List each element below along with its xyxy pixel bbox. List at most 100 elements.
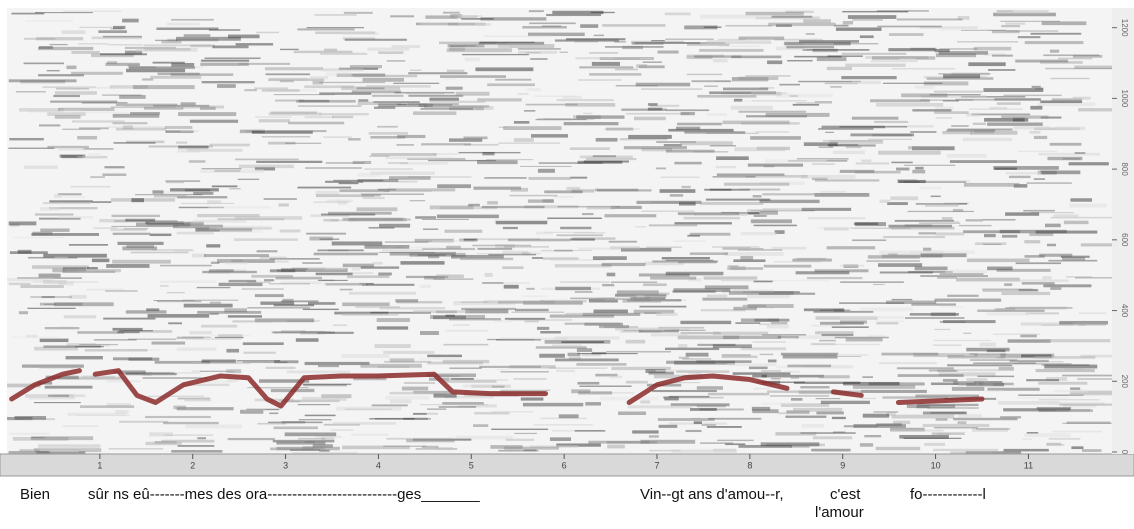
texture-dash [868,138,913,140]
texture-dash [8,282,31,286]
x-tick-label: 2 [190,460,195,470]
texture-dash [801,207,852,211]
texture-dash [124,50,143,55]
texture-dash [842,20,854,25]
texture-dash [90,375,115,379]
texture-dash [840,281,904,283]
x-tick-label: 5 [469,460,474,470]
texture-dash [684,131,746,134]
texture-dash [650,104,680,107]
texture-dash [1055,126,1086,131]
texture-dash [256,250,278,253]
texture-dash [738,76,779,80]
texture-dash [1029,233,1054,237]
texture-dash [723,335,781,339]
texture-dash [1026,379,1059,382]
texture-dash [128,357,160,361]
texture-dash [275,276,323,280]
texture-dash [434,375,461,377]
texture-dash [777,335,799,339]
texture-dash [820,190,846,193]
texture-dash [780,352,839,356]
texture-dash [998,366,1014,371]
texture-dash [48,450,79,453]
texture-dash [750,219,792,224]
texture-dash [811,448,851,452]
texture-dash [146,308,160,312]
texture-dash [994,98,1041,101]
texture-dash [382,249,425,252]
texture-dash [732,372,791,375]
texture-dash [394,91,455,94]
texture-dash [1030,105,1043,110]
texture-dash [972,122,987,125]
texture-dash [520,397,544,401]
texture-dash [360,363,422,368]
texture-dash [36,451,86,454]
texture-dash [610,246,641,250]
texture-dash [938,73,991,75]
texture-dash [517,48,561,50]
texture-dash [919,186,942,190]
texture-dash [558,414,579,419]
texture-dash [761,402,793,405]
texture-dash [785,415,827,418]
texture-dash [982,219,1016,221]
texture-dash [493,319,513,323]
texture-dash [570,176,588,179]
texture-dash [251,274,294,278]
texture-dash [882,82,943,84]
texture-dash [731,55,782,59]
texture-dash [1001,291,1051,296]
texture-dash [377,125,398,128]
texture-dash [942,100,959,102]
texture-dash [1068,393,1122,396]
texture-dash [61,30,86,35]
texture-dash [1046,377,1068,381]
texture-dash [1020,322,1074,326]
texture-dash [569,238,595,241]
texture-dash [197,213,260,218]
texture-dash [943,320,996,324]
texture-dash [694,212,745,215]
texture-dash [969,353,1007,356]
texture-dash [116,44,184,46]
texture-dash [1005,172,1042,175]
texture-dash [66,343,110,347]
texture-dash [581,353,601,357]
texture-dash [866,260,921,262]
texture-dash [684,25,718,30]
texture-dash [495,220,548,225]
texture-dash [1021,282,1055,285]
texture-dash [1057,57,1093,60]
texture-dash [422,218,469,221]
texture-dash [71,50,100,54]
texture-dash [482,151,495,156]
texture-dash [431,240,477,242]
texture-dash [693,151,729,153]
texture-dash [115,127,167,131]
texture-dash [759,199,820,204]
texture-dash [691,80,731,83]
texture-dash [1024,255,1045,258]
texture-dash [738,110,807,113]
texture-dash [818,127,874,130]
texture-dash [166,292,185,294]
texture-dash [125,310,167,314]
texture-dash [313,252,378,256]
texture-dash [122,18,139,23]
texture-dash [170,188,219,192]
texture-dash [491,428,549,431]
texture-dash [835,27,882,31]
texture-dash [356,87,385,90]
texture-dash [546,13,602,17]
texture-dash [255,116,292,118]
texture-dash [238,62,291,65]
texture-dash [437,184,471,189]
texture-dash [1075,277,1114,279]
texture-dash [405,92,445,95]
texture-dash [763,279,830,282]
texture-dash [148,222,197,224]
texture-dash [899,58,916,61]
